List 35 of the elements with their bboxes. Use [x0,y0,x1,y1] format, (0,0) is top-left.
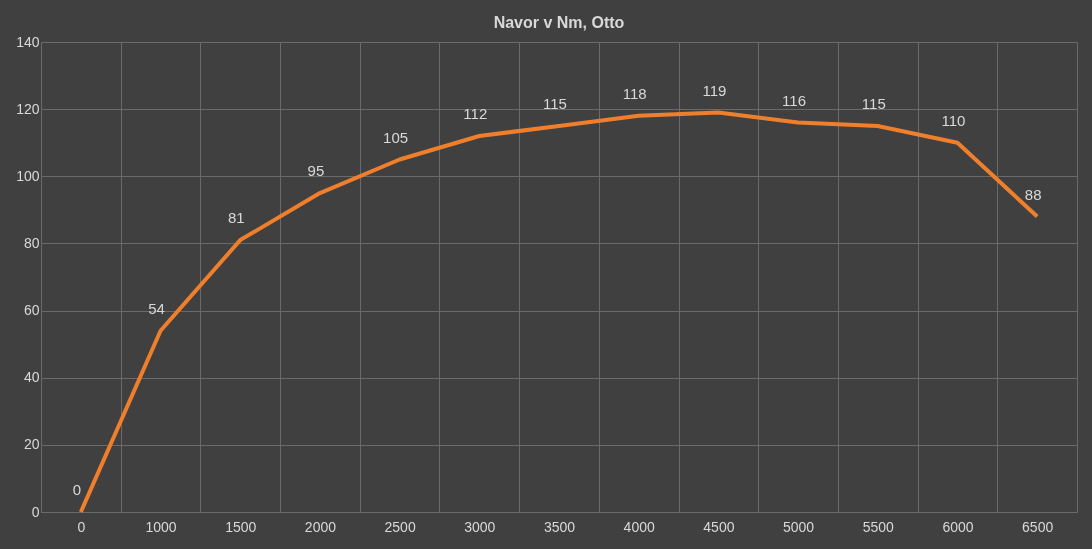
x-tick-label: 3500 [543,518,576,535]
data-label: 110 [941,111,966,129]
y-tick-label: 40 [23,369,40,386]
data-label: 81 [227,209,245,227]
data-label: 118 [622,84,647,102]
data-label: 95 [307,162,325,180]
x-tick-label: 1500 [225,518,257,535]
data-label: 105 [383,128,409,146]
data-label: 115 [543,94,567,112]
data-label: 112 [463,105,488,122]
x-tick-label: 4000 [623,518,655,535]
x-tick-label: 1000 [145,518,177,535]
x-tick-label: 3000 [464,518,496,535]
y-tick-label: 140 [16,33,40,50]
y-tick-label: 80 [23,234,40,251]
x-tick-label: 4500 [703,518,735,535]
x-tick-label: 2500 [384,518,416,535]
data-label: 119 [702,81,727,99]
x-tick-label: 2000 [304,518,337,535]
data-label: 54 [148,299,165,317]
x-tick-label: 6500 [1022,518,1054,535]
x-tick-label: 6000 [942,518,974,535]
data-label: 116 [782,91,807,109]
x-tick-label: 5000 [783,518,815,535]
x-tick-label: 0 [77,518,86,535]
x-tick-label: 5500 [862,518,895,535]
data-label: 88 [1024,185,1042,203]
data-label: 115 [861,94,886,112]
y-tick-label: 120 [16,100,40,117]
y-tick-label: 60 [23,302,40,319]
chart-title: Navor v Nm, Otto [493,14,625,31]
data-label: 0 [72,481,82,498]
y-tick-label: 0 [31,503,40,520]
y-tick-label: 100 [16,167,40,184]
y-tick-label: 20 [23,436,40,453]
